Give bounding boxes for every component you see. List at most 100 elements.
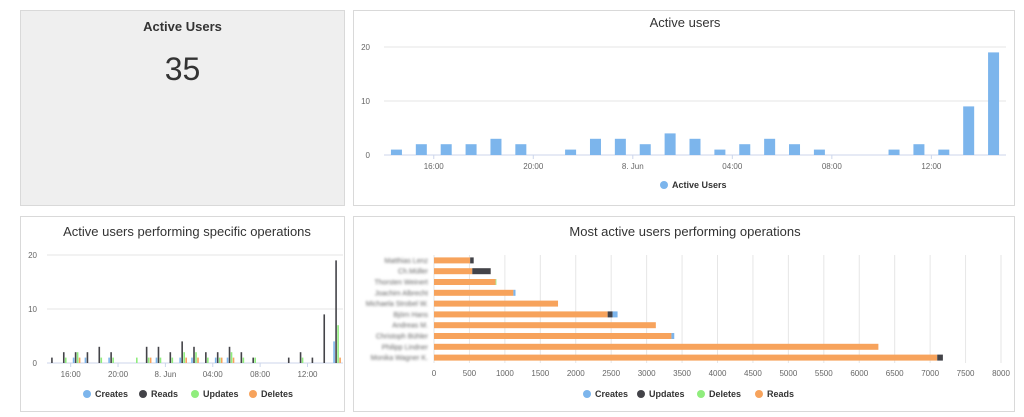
bar-reads <box>252 357 254 363</box>
bar-updates <box>100 357 103 363</box>
legend-label: Updates <box>203 389 239 399</box>
bar <box>415 144 427 155</box>
bar-reads <box>434 300 559 307</box>
bar-reads <box>51 357 53 363</box>
bar <box>565 149 577 155</box>
category-label: Monika Wagner K. <box>371 355 428 362</box>
stat-value: 35 <box>164 51 201 87</box>
bar-reads <box>181 341 183 363</box>
chart-title: Active users <box>650 15 721 30</box>
specific-operations-chart: Active users performing specific operati… <box>28 224 343 399</box>
legend-label: Updates <box>649 389 685 399</box>
x-tick-label: 04:00 <box>203 370 224 379</box>
bar-updates <box>64 357 67 363</box>
active-users-stat-panel: Active Users 35 <box>20 10 345 206</box>
x-tick-label: 6000 <box>850 369 868 378</box>
legend-marker <box>83 390 91 398</box>
bar <box>714 149 726 155</box>
bar-reads <box>216 352 219 363</box>
legend-label: Reads <box>767 389 794 399</box>
bar-reads <box>434 268 473 275</box>
legend-marker <box>697 390 705 398</box>
x-tick-label: 8. Jun <box>622 162 644 171</box>
bar <box>589 138 601 155</box>
category-label: Andreas M. <box>392 323 428 330</box>
bar-updates <box>183 352 185 363</box>
bar-updates <box>230 352 233 363</box>
bar-updates <box>136 357 138 363</box>
category-label: Michaela Strobel W. <box>366 301 428 308</box>
legend-marker <box>660 181 668 189</box>
category-label: Christoph Bühler <box>376 334 429 341</box>
bar <box>689 138 701 155</box>
x-tick-label: 12:00 <box>921 162 942 171</box>
bar-creates <box>108 357 110 363</box>
bar-reads <box>169 352 172 363</box>
bar-updates <box>171 357 174 363</box>
x-tick-label: 7000 <box>921 369 939 378</box>
legend-label: Reads <box>151 389 178 399</box>
bar-reads <box>86 352 89 363</box>
bar-reads <box>98 346 101 363</box>
x-tick-label: 8000 <box>992 369 1010 378</box>
bar-deletes <box>495 279 497 285</box>
bar-reads <box>74 352 77 363</box>
bar-updates <box>159 357 162 363</box>
x-tick-label: 1500 <box>531 369 549 378</box>
bar <box>465 144 477 155</box>
legend-marker <box>139 390 147 398</box>
category-label: Ch.Müller <box>398 269 429 276</box>
y-tick-label: 0 <box>366 151 371 160</box>
x-tick-label: 4000 <box>709 369 727 378</box>
bar-creates <box>155 357 158 363</box>
bar <box>639 144 651 155</box>
x-tick-label: 04:00 <box>722 162 743 171</box>
bar-reads <box>205 352 207 363</box>
bar <box>515 144 527 155</box>
x-tick-label: 2500 <box>602 369 620 378</box>
bar-deletes <box>197 357 199 363</box>
x-tick-label: 6500 <box>886 369 904 378</box>
legend-label: Deletes <box>709 389 741 399</box>
bar-updates <box>472 268 491 275</box>
bar-creates <box>84 357 87 363</box>
bar-reads <box>62 352 65 363</box>
legend-marker <box>191 390 199 398</box>
y-tick-label: 10 <box>28 305 37 314</box>
bar-creates <box>226 357 229 363</box>
bar <box>490 138 502 155</box>
category-labels: Matthias Lenz Ch.Müller Thorsten Weinert Jo… <box>366 258 429 362</box>
bar-deletes <box>339 357 341 363</box>
bar-reads <box>434 289 514 296</box>
legend-marker <box>637 390 645 398</box>
bar-reads <box>434 343 879 350</box>
bar-updates <box>254 357 256 363</box>
chart-title: Active users performing specific operati… <box>63 224 311 239</box>
bar-creates <box>179 357 181 363</box>
x-tick-label: 2000 <box>567 369 585 378</box>
bar <box>813 149 825 155</box>
x-tick-label: 5500 <box>815 369 833 378</box>
active-users-chart-panel: Active users 0 10 20 16:00 20:00 8. Jun 04:00 08… <box>353 10 1015 206</box>
bar <box>888 149 900 155</box>
bar-updates <box>937 354 943 361</box>
category-label: Philipp Lindner <box>382 344 429 351</box>
bar <box>390 149 402 155</box>
bar-reads <box>434 257 471 264</box>
bar-reads <box>335 260 337 363</box>
bar-deletes <box>220 357 223 363</box>
bar-reads <box>110 352 112 363</box>
bar-reads <box>434 354 938 361</box>
bar-reads <box>434 311 608 318</box>
x-tick-label: 08:00 <box>822 162 843 171</box>
bar <box>614 138 626 155</box>
y-tick-label: 20 <box>28 251 37 260</box>
bar-reads <box>434 279 496 285</box>
bar-reads <box>287 357 290 363</box>
bar-creates <box>72 357 75 363</box>
bar-deletes <box>232 357 235 363</box>
bar-updates <box>301 357 304 363</box>
bar <box>938 149 950 155</box>
bar-updates <box>470 257 474 264</box>
category-label: Thorsten Weinert <box>374 280 428 287</box>
